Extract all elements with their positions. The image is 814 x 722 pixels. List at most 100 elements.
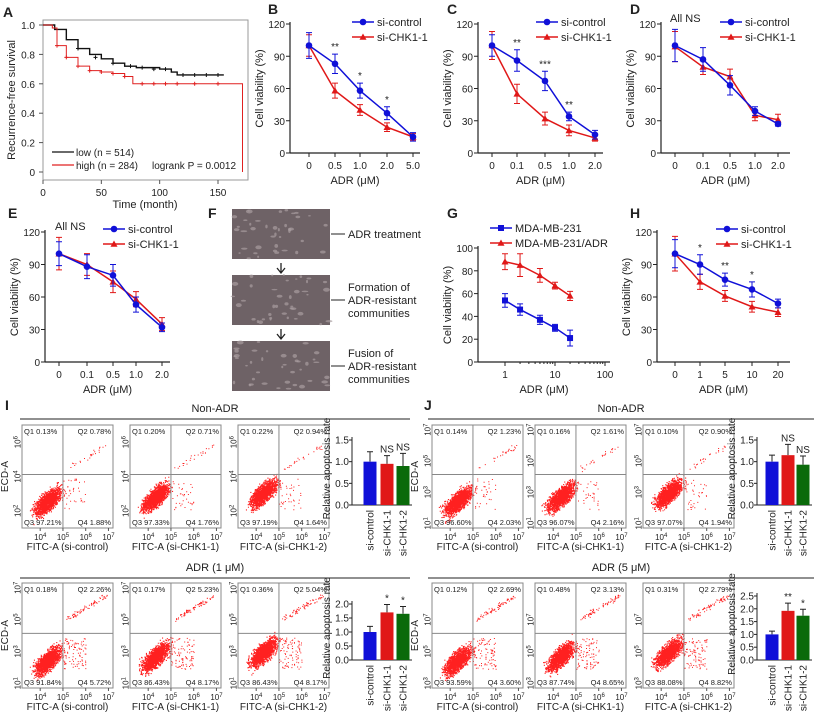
x-tick-label: 0: [56, 370, 62, 381]
y-axis-label: Relative apoptosis rate: [727, 417, 738, 519]
quadrant-q1-label: Q1 0.14%: [434, 427, 468, 436]
x-tick-label: si-CHK1-2: [399, 665, 410, 712]
panel-b-viability-chart: B 0 30 60 90 120 0 0.5 1.0 2.0 5.0 ADR (μM) Cell via…: [254, 1, 428, 187]
panel-f-workflow: F ADR treatment Formation of ADR-resistant c…: [208, 205, 421, 391]
quadrant-q2-label: Q2 2.79%: [699, 585, 733, 594]
quadrant-q3-label: Q3 86.43%: [132, 678, 170, 687]
y-tick-label: 30: [641, 326, 653, 337]
quadrant-q4-label: Q4 8.17%: [186, 678, 220, 687]
quadrant-q4-label: Q4 8.65%: [591, 678, 625, 687]
scatter-events: [246, 594, 324, 676]
y-tick-label: 30: [29, 326, 41, 337]
legend-label: low (n = 514): [76, 148, 134, 159]
y-tick-label: 60: [462, 290, 474, 301]
plot-frame: [642, 582, 735, 689]
quadrant-q2-label: Q2 0.78%: [78, 427, 112, 436]
x-tick-label: 107: [723, 693, 736, 702]
y-tick-label: 0.6: [21, 80, 35, 91]
y-tick-label: 2.0: [335, 600, 349, 611]
x-tick-label: 0.5: [538, 161, 552, 172]
data-point: [383, 123, 391, 130]
censor-mark: [163, 67, 168, 72]
x-tick-label: 0.1: [696, 161, 710, 172]
y-tick-label: 106: [14, 435, 23, 448]
x-tick-label: 107: [512, 693, 525, 702]
censor-mark: [204, 72, 209, 77]
logrank-annotation: logrank P = 0.0012: [152, 161, 236, 172]
y-tick-label: 120: [639, 20, 656, 31]
error-bar: [384, 604, 390, 613]
x-tick-label: 0: [672, 161, 678, 172]
y-tick-label: 101: [230, 676, 239, 689]
legend-label: si-CHK1-1: [561, 32, 612, 44]
error-bar: [400, 452, 406, 466]
y-tick-label: 0: [29, 168, 35, 179]
y-tick-label: 20: [462, 335, 474, 346]
x-tick-label: 1.0: [748, 161, 762, 172]
x-axis-label: ADR (μM): [516, 175, 565, 187]
x-tick-label: 0: [489, 161, 495, 172]
y-axis-label: ECD-A: [0, 461, 11, 492]
legend-marker: [723, 225, 731, 233]
quadrant-q1-label: Q1 0.12%: [434, 585, 468, 594]
data-point: [501, 258, 509, 265]
y-tick-label: 104: [122, 470, 131, 483]
quadrant-q2-label: Q2 5.04%: [294, 585, 328, 594]
quadrant-q2-label: Q2 1.61%: [591, 427, 625, 436]
y-tick-label: 105: [424, 645, 433, 658]
y-tick-label: 0: [34, 358, 40, 369]
censor-mark: [76, 64, 80, 69]
y-tick-label: 1.0: [740, 630, 754, 641]
quadrant-q2-label: Q2 3.13%: [591, 585, 625, 594]
legend-marker: [727, 18, 735, 26]
bar: [781, 455, 795, 505]
y-tick-label: 106: [230, 435, 239, 448]
x-tick-label: si-control: [768, 665, 779, 706]
y-tick-label: 105: [122, 613, 131, 626]
panel-label: C: [447, 1, 457, 17]
bar: [380, 612, 394, 660]
legend-label: high (n = 284): [76, 161, 138, 172]
x-tick-label: 106: [80, 533, 93, 542]
arrow-down-icon: [276, 263, 286, 275]
y-tick-label: 105: [635, 645, 644, 658]
flow-cytometry-plot: Q1 0.14% Q2 1.23% Q3 96.60% Q4 2.03% 104 105 1…: [424, 423, 526, 553]
data-point: [488, 42, 496, 49]
quadrant-q4-label: Q4 3.60%: [488, 678, 522, 687]
y-tick-label: 103: [122, 645, 131, 658]
flow-cytometry-plot: Q1 0.31% Q2 2.79% Q3 88.08% Q4 8.82% 104 105 1…: [635, 582, 736, 713]
y-tick-label: 30: [462, 117, 474, 128]
y-tick-label: 60: [274, 85, 286, 96]
x-axis-label: ADR (μM): [701, 175, 750, 187]
x-axis-label: FITC-A (si-CHK1-2): [645, 542, 732, 553]
y-tick-label: 0.2: [21, 139, 35, 150]
censor-mark: [216, 81, 220, 86]
data-point: [566, 292, 574, 299]
y-tick-label: 101: [635, 517, 644, 530]
panel-d-viability-chart: D 0 30 60 90 120 0 0.1 0.5 1.0 2.0 ADR (μM) Cell via…: [625, 1, 796, 187]
x-tick-label: 104: [142, 533, 155, 542]
x-tick-label: 0.5: [723, 161, 737, 172]
x-axis-label: ADR (μM): [83, 384, 132, 396]
x-tick-label: 106: [296, 693, 309, 702]
y-tick-label: 103: [635, 485, 644, 498]
quadrant-q1-label: Q1 0.31%: [645, 585, 679, 594]
x-tick-label: 0.1: [80, 370, 94, 381]
x-tick-label: 106: [296, 533, 309, 542]
censor-mark: [181, 72, 185, 77]
scatter-events: [137, 444, 215, 519]
workflow-step-label: Formation of ADR-resistant communities: [348, 282, 416, 320]
error-bar: [769, 630, 775, 635]
data-point: [513, 57, 521, 64]
data-point: [83, 263, 91, 270]
x-axis-label: FITC-A (si-control): [27, 542, 109, 553]
x-axis-label: FITC-A (si-CHK1-1): [537, 542, 624, 553]
bar: [765, 634, 779, 660]
data-point: [726, 81, 734, 89]
error-bar: [400, 606, 406, 614]
data-point: [565, 126, 573, 134]
y-tick-label: 107: [527, 423, 536, 436]
x-axis-label: FITC-A (si-CHK1-1): [537, 702, 624, 713]
censor-mark: [140, 81, 145, 86]
